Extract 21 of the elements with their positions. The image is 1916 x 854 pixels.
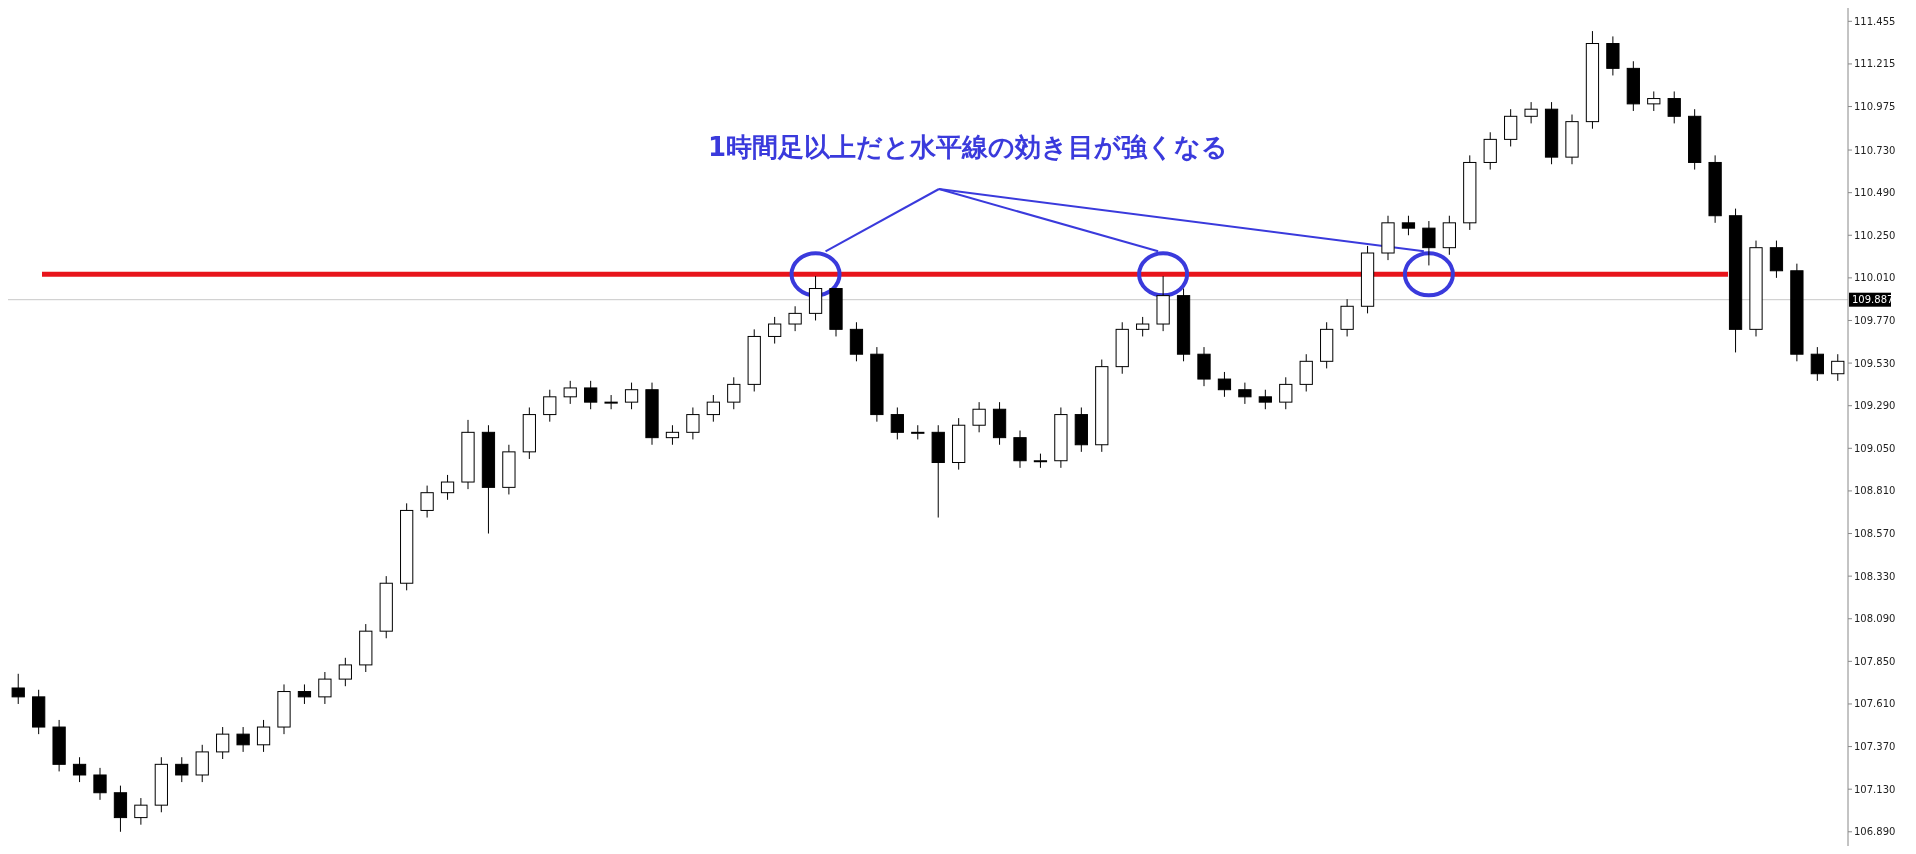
y-tick-label: 108.810 [1854,485,1896,497]
y-tick-label: 110.490 [1854,187,1896,199]
y-tick-label: 108.570 [1854,528,1896,540]
text: 1時間足以上だと水平線の効き目が強くなる [707,132,1229,162]
y-tick-label: 110.730 [1854,144,1896,156]
y-tick-label: 109.290 [1854,400,1896,412]
y-tick-label: 111.455 [1854,15,1896,27]
y-tick-label: 107.130 [1854,783,1896,795]
y-tick-label: 108.330 [1854,570,1896,582]
y-tick-label: 107.610 [1854,698,1896,710]
y-tick-label: 110.250 [1854,229,1896,241]
y-tick-label: 106.890 [1854,826,1896,838]
y-tick-label: 108.090 [1854,613,1896,625]
y-tick-label: 111.215 [1854,58,1896,70]
y-tick-label: 110.975 [1854,101,1896,113]
y-tick-label: 107.850 [1854,655,1896,667]
y-tick-label: 109.770 [1854,314,1896,326]
y-tick-label: 109.050 [1854,442,1896,454]
y-tick-label: 110.010 [1854,272,1896,284]
y-tick-label: 107.370 [1854,741,1896,753]
y-tick-label: 109.530 [1854,357,1896,369]
